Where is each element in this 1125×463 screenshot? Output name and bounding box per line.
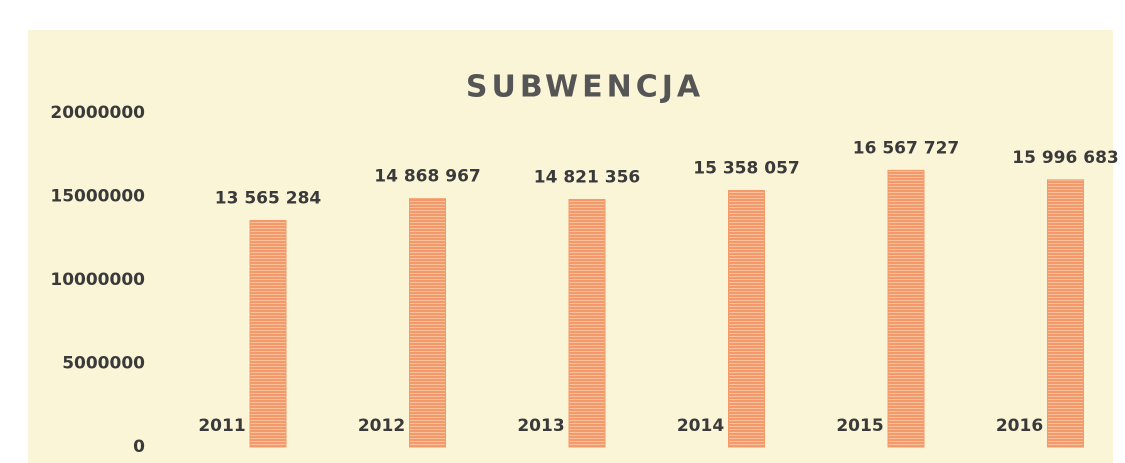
value-label: 14 868 967 bbox=[374, 167, 480, 187]
value-label: 15 996 683 bbox=[1012, 148, 1118, 168]
y-tick-label: 10000000 bbox=[50, 270, 145, 290]
x-tick-label: 2014 bbox=[677, 416, 724, 436]
y-tick-label: 5000000 bbox=[62, 354, 145, 374]
x-tick-label: 2013 bbox=[517, 416, 564, 436]
value-label: 16 567 727 bbox=[853, 138, 959, 158]
y-tick-label: 20000000 bbox=[50, 103, 145, 123]
y-tick-label: 0 bbox=[133, 437, 145, 457]
bar bbox=[1047, 179, 1084, 448]
bar bbox=[728, 190, 765, 448]
bar bbox=[887, 169, 925, 448]
bar bbox=[409, 198, 446, 448]
bar bbox=[568, 198, 606, 448]
value-label: 14 821 356 bbox=[534, 167, 640, 187]
x-tick-label: 2012 bbox=[358, 416, 405, 436]
x-tick-label: 2016 bbox=[996, 416, 1043, 436]
chart-title: SUBWENCJA bbox=[466, 70, 704, 105]
value-label: 13 565 284 bbox=[215, 188, 322, 208]
value-label: 15 358 057 bbox=[693, 159, 799, 179]
x-tick-label: 2015 bbox=[836, 416, 883, 436]
bar bbox=[249, 219, 287, 448]
y-tick-label: 15000000 bbox=[50, 187, 145, 207]
x-tick-label: 2011 bbox=[198, 416, 245, 436]
